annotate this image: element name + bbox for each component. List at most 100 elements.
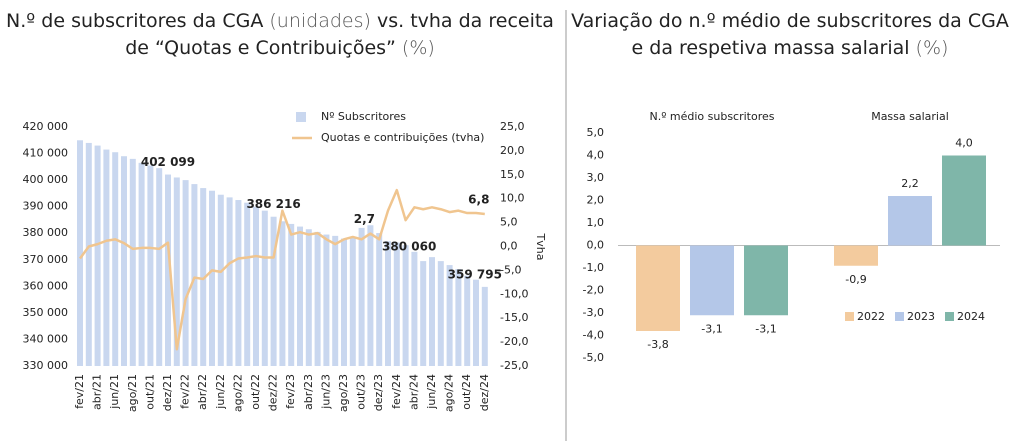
x-tick-label: fev/24 [390,374,403,409]
bar [112,152,119,366]
data-label: 2,2 [901,177,919,190]
y2-tick-label: -25,0 [500,359,528,372]
bar [367,225,374,366]
bar [94,145,101,366]
bar [314,231,321,366]
x-tick-label: abr/22 [196,374,209,410]
bar [244,202,251,366]
y-tick-label: 0,0 [587,239,605,252]
bar [191,184,198,366]
title-part: vs. tvha da receita de “Quotas e Contrib… [125,10,554,59]
bar [888,196,932,246]
y-tick-label: 340 000 [23,332,69,345]
bar [323,234,330,366]
x-tick-label: abr/24 [407,374,420,410]
legend-swatch [945,312,954,321]
bar [385,241,391,366]
bar [138,162,145,366]
bar [182,180,189,366]
data-label: 386 216 [246,197,300,211]
y-tick-label: 330 000 [23,359,69,372]
x-tick-label: dez/24 [478,374,491,411]
legend-label: 2022 [857,310,885,323]
y2-tick-label: 5,0 [500,216,518,229]
x-tick-label: fev/21 [73,374,86,409]
bar [402,245,409,366]
y-tick-label: 420 000 [23,120,69,133]
x-tick-label: jun/24 [425,374,438,410]
x-tick-label: out/22 [249,374,262,410]
data-label: 359 795 [448,267,502,281]
legend-label: 2024 [957,310,985,323]
bar [147,165,154,366]
data-label: 380 060 [382,240,436,254]
x-tick-label: ago/24 [443,374,456,412]
x-tick-label: ago/21 [126,374,139,412]
y-tick-label: 400 000 [23,173,69,186]
bar [200,188,207,366]
bar [834,245,878,266]
category-label: Massa salarial [871,110,949,123]
y-tick-label: -2,0 [583,284,604,297]
title-part: (%) [395,37,435,59]
y-tick-label: 1,0 [587,216,605,229]
bar [165,174,171,366]
bar [288,223,295,366]
data-label: -3,8 [647,338,668,351]
y2-tick-label: -5,0 [500,263,521,276]
x-tick-label: jun/22 [214,374,227,410]
y-tick-label: 350 000 [23,306,69,319]
legend-swatch [296,112,306,122]
bar [226,197,233,366]
x-tick-label: jun/21 [108,374,121,410]
bar [297,226,303,366]
bar [690,245,734,316]
x-tick-label: jun/23 [319,374,332,410]
right-title: Variação do n.º médio de subscritores da… [570,8,1010,62]
left-title: N.º de subscritores da CGA (unidades) vs… [5,8,555,62]
bar [393,242,400,366]
bar [420,261,427,366]
x-tick-label: ago/23 [337,374,350,412]
y-tick-label: 3,0 [587,171,605,184]
data-label: 6,8 [468,192,489,206]
y-tick-label: 390 000 [23,200,69,213]
y-tick-label: 4,0 [587,149,605,162]
bar [358,227,365,366]
x-tick-label: fev/22 [179,374,192,409]
bar [305,229,312,366]
bar [376,233,383,366]
y2-tick-label: -15,0 [500,311,528,324]
y2-axis-label: Tvha [534,233,547,261]
bar [341,238,347,366]
y-tick-label: 2,0 [587,194,605,207]
bar [455,269,462,366]
bar [270,216,277,366]
x-tick-label: abr/23 [302,374,315,410]
y2-tick-label: -10,0 [500,287,528,300]
bar [464,275,471,366]
data-label: -3,1 [755,322,776,335]
y2-tick-label: 25,0 [500,120,525,133]
bar [473,279,479,366]
x-tick-label: out/21 [143,374,156,410]
bar [156,168,163,366]
bar [481,286,488,366]
data-label: -0,9 [845,273,866,286]
y-tick-label: -4,0 [583,329,604,342]
data-label: 2,7 [354,212,375,226]
y2-tick-label: -20,0 [500,335,528,348]
bar [209,190,215,366]
x-tick-label: fev/23 [284,374,297,409]
bar [636,245,680,331]
x-tick-label: ago/22 [231,374,244,412]
bar [103,149,110,366]
legend-label: Nº Subscritores [321,110,406,123]
category-label: N.º médio subscritores [649,110,774,123]
title-part: Variação do n.º médio de subscritores da… [571,10,1009,59]
x-tick-label: out/24 [460,374,473,410]
x-tick-label: out/23 [355,374,368,410]
bar [261,210,268,366]
data-label: -3,1 [701,322,722,335]
